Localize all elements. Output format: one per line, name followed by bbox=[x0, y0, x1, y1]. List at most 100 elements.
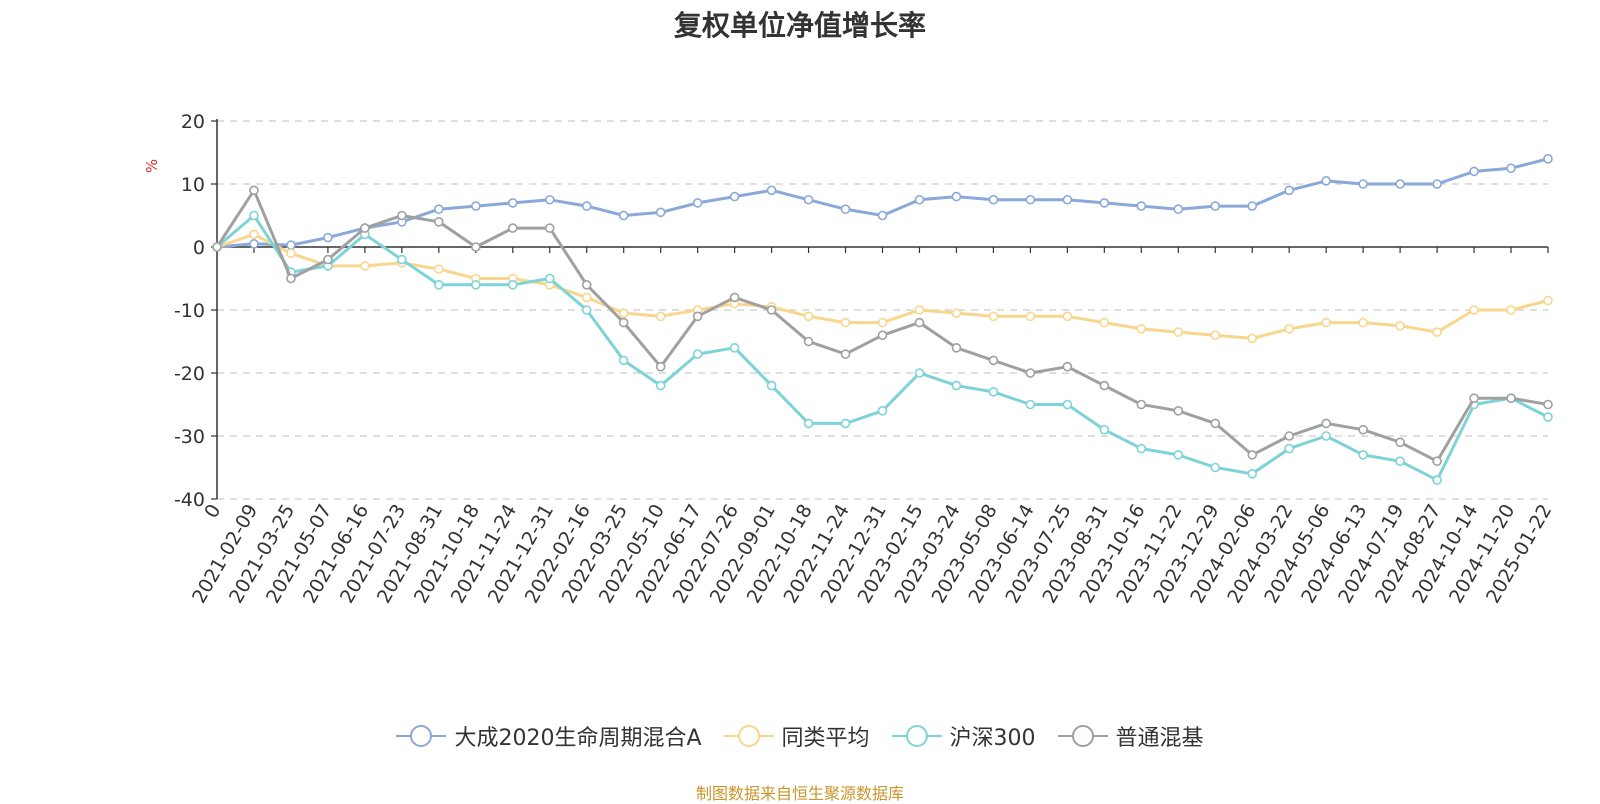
data-point bbox=[1284, 443, 1294, 454]
data-point bbox=[1432, 179, 1442, 189]
data-point bbox=[1321, 418, 1331, 429]
data-point bbox=[1210, 462, 1221, 473]
legend-item-2[interactable]: 沪深300 bbox=[891, 720, 1036, 752]
legend-label: 普通混基 bbox=[1115, 726, 1204, 751]
data-point bbox=[1321, 431, 1331, 441]
data-point bbox=[1469, 305, 1479, 315]
data-point bbox=[988, 355, 999, 366]
data-point bbox=[1099, 424, 1110, 435]
data-point bbox=[877, 405, 888, 416]
data-point bbox=[1506, 163, 1516, 174]
data-point bbox=[655, 361, 666, 372]
data-point bbox=[803, 336, 814, 347]
data-point bbox=[1506, 305, 1516, 315]
data-point bbox=[914, 317, 925, 328]
legend-label: 大成2020生命周期混合A bbox=[454, 726, 702, 751]
data-point bbox=[1173, 450, 1184, 460]
data-point bbox=[840, 418, 851, 429]
data-point bbox=[1395, 320, 1405, 331]
data-point bbox=[249, 239, 259, 249]
data-point bbox=[1173, 405, 1184, 416]
legend-swatch-icon bbox=[396, 725, 447, 747]
legend-swatch-icon bbox=[891, 725, 942, 747]
data-point bbox=[544, 273, 555, 284]
data-point bbox=[1395, 437, 1405, 448]
data-point bbox=[803, 194, 814, 205]
legend-item-3[interactable]: 普通混基 bbox=[1057, 720, 1204, 752]
data-point bbox=[434, 279, 444, 290]
data-point bbox=[397, 210, 407, 221]
data-point bbox=[323, 232, 333, 243]
data-point bbox=[1358, 424, 1368, 435]
data-point bbox=[360, 261, 370, 271]
data-point bbox=[1025, 194, 1036, 205]
data-point bbox=[1358, 450, 1368, 460]
legend-item-0[interactable]: 大成2020生命周期混合A bbox=[396, 720, 702, 752]
data-point bbox=[471, 201, 481, 211]
data-point bbox=[1247, 333, 1258, 344]
y-tick-label: -40 bbox=[174, 489, 205, 511]
data-point bbox=[1210, 418, 1221, 429]
data-point bbox=[1543, 295, 1553, 306]
data-point bbox=[1247, 450, 1258, 460]
data-point bbox=[581, 292, 592, 303]
grid-lines bbox=[217, 120, 1548, 500]
data-point bbox=[1136, 201, 1147, 211]
data-point bbox=[323, 254, 333, 265]
data-point bbox=[840, 349, 851, 359]
data-point bbox=[840, 204, 851, 214]
data-point bbox=[914, 368, 925, 378]
series-1 bbox=[212, 229, 1553, 344]
data-point bbox=[1469, 166, 1479, 177]
data-point bbox=[1321, 176, 1331, 186]
data-point bbox=[397, 254, 407, 265]
data-point bbox=[729, 292, 740, 303]
data-point bbox=[618, 210, 629, 221]
data-point bbox=[914, 194, 925, 205]
data-source-note: 制图数据来自恒生聚源数据库 bbox=[695, 784, 904, 803]
data-point bbox=[1062, 194, 1073, 205]
data-point bbox=[1506, 393, 1516, 404]
data-point bbox=[249, 229, 259, 240]
y-tick-label: 20 bbox=[181, 111, 205, 133]
data-point bbox=[618, 355, 629, 366]
data-point bbox=[1543, 154, 1553, 164]
data-point bbox=[729, 191, 740, 202]
data-point bbox=[434, 204, 444, 214]
data-point bbox=[655, 207, 666, 218]
y-tick-label: 10 bbox=[181, 174, 205, 196]
data-point bbox=[286, 248, 296, 259]
series-2 bbox=[212, 210, 1553, 485]
data-point bbox=[434, 264, 444, 274]
data-point bbox=[692, 311, 703, 322]
data-point bbox=[877, 210, 888, 221]
data-point bbox=[1543, 412, 1553, 422]
data-point bbox=[1210, 201, 1221, 211]
data-point bbox=[766, 305, 777, 315]
data-point bbox=[249, 210, 259, 221]
data-point bbox=[692, 198, 703, 208]
data-point bbox=[803, 311, 814, 322]
data-point bbox=[1025, 399, 1036, 410]
data-point bbox=[471, 279, 481, 290]
data-point bbox=[249, 185, 259, 196]
series-line bbox=[216, 157, 1549, 249]
legend-item-1[interactable]: 同类平均 bbox=[723, 720, 870, 752]
legend-label: 同类平均 bbox=[781, 726, 870, 751]
data-point bbox=[507, 279, 518, 290]
series-3 bbox=[212, 185, 1553, 467]
legend-swatch-icon bbox=[723, 725, 774, 747]
data-point bbox=[618, 317, 629, 328]
y-axis-unit: % bbox=[143, 159, 161, 173]
data-point bbox=[988, 311, 999, 322]
x-tick-label: 0 bbox=[200, 501, 225, 522]
data-point bbox=[1025, 368, 1036, 378]
y-tick-label: -30 bbox=[174, 426, 205, 448]
data-point bbox=[581, 279, 592, 290]
data-point bbox=[1136, 399, 1147, 410]
data-point bbox=[1136, 324, 1147, 334]
data-point bbox=[951, 380, 962, 391]
data-point bbox=[1099, 198, 1110, 208]
data-point bbox=[1284, 185, 1294, 196]
